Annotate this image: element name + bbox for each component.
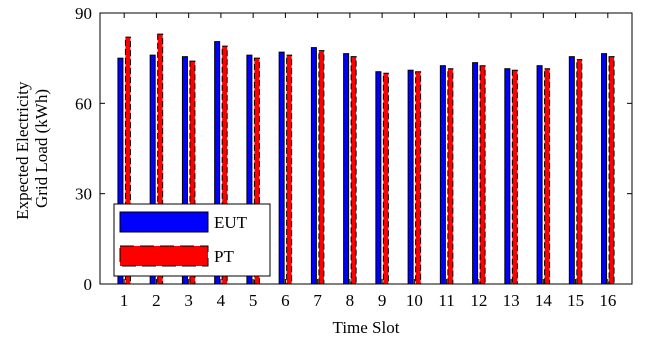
x-tick-label-11: 11: [438, 291, 454, 310]
plot-area-frame: [99, 12, 633, 285]
x-tick-label-13: 13: [503, 291, 520, 310]
bar-eut-14: [536, 65, 543, 285]
y-axis-label: Expected Electricity Grid Load (kWh): [13, 77, 51, 220]
y-tick-label-60: 60: [75, 94, 92, 113]
y-axis: 0 30 60 90: [75, 4, 632, 294]
x-tick-label-1: 1: [120, 291, 129, 310]
bar-eut-13: [504, 68, 511, 285]
x-tick-label-5: 5: [249, 291, 258, 310]
bar-pt-9: [382, 72, 389, 285]
legend-swatch-eut: [119, 211, 209, 233]
x-tick-label-10: 10: [406, 291, 423, 310]
x-tick-label-3: 3: [184, 291, 193, 310]
bar-eut-6: [278, 51, 285, 285]
bar-eut-12: [472, 62, 479, 285]
y-tick-label-30: 30: [75, 185, 92, 204]
bar-pt-12: [479, 65, 486, 285]
bar-eut-8: [343, 53, 350, 285]
bar-pt-14: [544, 68, 551, 285]
bar-eut-9: [375, 71, 382, 285]
bar-pt-7: [318, 50, 325, 285]
bar-pt-10: [415, 71, 422, 285]
bar-pt-15: [576, 59, 583, 285]
x-tick-label-7: 7: [313, 291, 322, 310]
legend-label-pt: PT: [214, 247, 234, 266]
x-tick-label-15: 15: [567, 291, 584, 310]
bar-eut-11: [439, 65, 446, 285]
x-tick-label-14: 14: [535, 291, 553, 310]
bar-eut-15: [568, 56, 575, 285]
y-tick-label-90: 90: [75, 4, 92, 23]
x-tick-label-16: 16: [599, 291, 616, 310]
legend: EUT PT: [113, 203, 271, 277]
x-axis: 1 2 3 4 5 6 7 8 9 10 11 12 13 14 15 16: [120, 13, 616, 310]
legend-label-eut: EUT: [214, 213, 248, 232]
bar-pt-8: [350, 56, 357, 285]
x-axis-label: Time Slot: [333, 318, 400, 337]
x-tick-label-4: 4: [217, 291, 226, 310]
bar-eut-10: [407, 69, 414, 285]
y-axis-label-line-2: Grid Load (kWh): [32, 89, 51, 208]
x-tick-label-12: 12: [470, 291, 487, 310]
x-tick-label-2: 2: [152, 291, 161, 310]
x-tick-label-9: 9: [378, 291, 387, 310]
legend-swatch-pt: [119, 245, 209, 267]
bar-eut-7: [310, 47, 317, 285]
bar-pt-6: [286, 54, 293, 285]
bar-pt-16: [608, 56, 615, 285]
y-axis-label-line-1: Expected Electricity: [13, 81, 32, 220]
y-tick-label-0: 0: [84, 275, 93, 294]
bar-eut-16: [601, 53, 608, 285]
x-tick-label-8: 8: [346, 291, 355, 310]
bars-group: [117, 33, 615, 285]
bar-pt-13: [511, 69, 518, 285]
bar-pt-11: [447, 68, 454, 285]
x-tick-label-6: 6: [281, 291, 290, 310]
bar-pt-5: [253, 57, 260, 285]
